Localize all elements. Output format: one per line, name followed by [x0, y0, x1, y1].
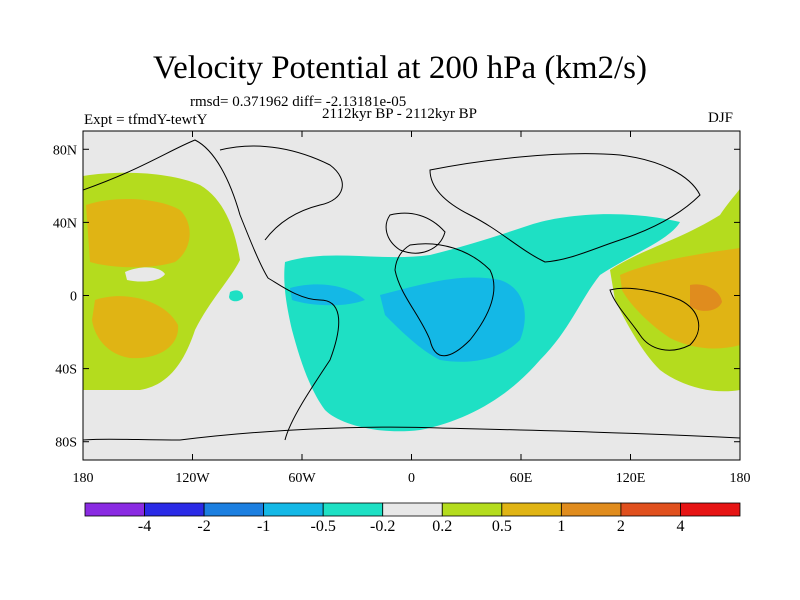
colorbar-label: 2 [616, 518, 625, 535]
colorbar-swatch [382, 502, 443, 517]
colorbar-swatch [322, 502, 384, 517]
season-label: DJF [708, 110, 734, 126]
colorbar-swatch [620, 502, 681, 517]
period-label: 2112kyr BP - 2112kyr BP [322, 106, 478, 122]
colorbar-label: -4 [137, 518, 152, 535]
colorbar-swatch [144, 502, 205, 517]
lon-tick-label: 180 [730, 471, 751, 486]
lon-tick-label: 120E [616, 471, 646, 486]
lat-tick-label: 80N [53, 143, 77, 158]
colorbar-label: -0.5 [310, 518, 336, 535]
colorbar-label: 1 [557, 518, 566, 535]
coastlines [83, 139, 740, 441]
colorbar-label: 0.5 [491, 518, 512, 535]
lat-tick-label: 0 [70, 290, 77, 305]
lon-tick-label: 60W [288, 471, 316, 486]
experiment-label: Expt = tfmdY-tewtY [84, 112, 208, 128]
colorbar-label: -0.2 [370, 518, 396, 535]
colorbar [84, 502, 741, 517]
colorbar-swatch [84, 502, 145, 517]
colorbar-label: 4 [676, 518, 685, 535]
colorbar-label: -1 [256, 518, 271, 535]
region-cam-patch [229, 290, 244, 302]
region-pacific-west-mid [86, 198, 190, 359]
lat-tick-label: 40N [53, 216, 77, 231]
lat-tick-label: 40S [55, 363, 77, 378]
colorbar-label: 0.2 [432, 518, 453, 535]
region-atlantic-africa-mid [290, 277, 525, 362]
region-pacific-west-hole [125, 267, 165, 282]
stats-text: rmsd= 0.371962 diff= -2.13181e-05 [190, 94, 407, 110]
lon-tick-label: 120W [175, 471, 210, 486]
colorbar-swatch [441, 502, 503, 517]
colorbar-swatch [501, 502, 562, 517]
region-west-pacific-mid [620, 248, 740, 349]
lat-tick-label: 80S [55, 436, 77, 451]
lon-tick-label: 0 [408, 471, 415, 486]
colorbar-label: -2 [197, 518, 211, 535]
chart-title: Velocity Potential at 200 hPa (km2/s) [152, 50, 648, 86]
lon-tick-label: 180 [73, 471, 94, 486]
colorbar-swatch [203, 502, 265, 517]
colorbar-swatch [263, 502, 324, 517]
lon-tick-label: 60E [510, 471, 533, 486]
colorbar-swatch [680, 502, 741, 517]
region-west-pacific-high [690, 284, 722, 311]
colorbar-swatch [560, 502, 622, 517]
